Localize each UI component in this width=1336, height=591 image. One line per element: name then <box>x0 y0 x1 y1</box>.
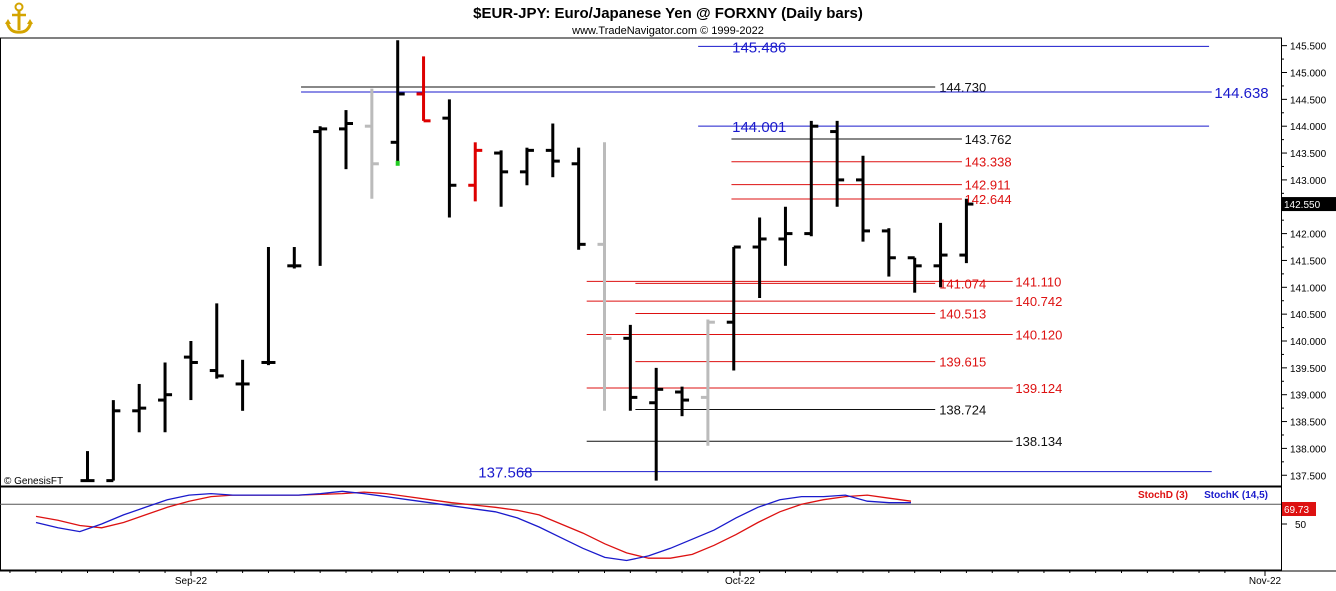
ohlc-bar <box>364 88 379 199</box>
ohlc-bar <box>881 228 896 277</box>
ohlc-bar <box>778 206 793 266</box>
stoch-y-label: 50 <box>1295 520 1307 531</box>
level-label: 137.568 <box>478 465 532 482</box>
ohlc-bar <box>339 110 353 170</box>
ohlc-bar <box>209 303 224 379</box>
ohlc-bar <box>726 245 741 371</box>
stoch-panel-frame <box>0 486 1282 571</box>
last-price-box <box>1282 197 1336 212</box>
signal-marker <box>395 160 400 166</box>
ohlc-bar <box>752 217 767 299</box>
ohlc-bar <box>623 324 638 411</box>
stoch-line <box>35 490 911 562</box>
ohlc-bar <box>675 386 690 417</box>
ohlc-bar <box>700 319 715 446</box>
y-tick-label: 143.500 <box>1290 149 1327 160</box>
ohlc-bar <box>158 362 173 433</box>
y-tick-label: 145.000 <box>1290 69 1327 80</box>
ohlc-bar <box>390 40 405 164</box>
ohlc-bar <box>597 142 612 411</box>
stoch-line <box>35 491 912 559</box>
ohlc-bar <box>287 247 302 269</box>
y-tick-label: 144.500 <box>1290 95 1327 106</box>
ohlc-bar <box>804 120 819 237</box>
ohlc-bar <box>235 359 250 411</box>
level-label: 138.134 <box>1015 434 1062 449</box>
y-tick-label: 139.500 <box>1290 364 1327 375</box>
level-label: 142.911 <box>965 178 1011 193</box>
level-label: 141.110 <box>1015 274 1061 289</box>
ohlc-bar <box>545 123 560 178</box>
watermark: © GenesisFT <box>4 476 63 487</box>
copyright-text: www.TradeNavigator.com © 1999-2022 <box>571 25 764 37</box>
ohlc-bar <box>442 99 457 218</box>
ohlc-bar <box>907 256 922 293</box>
level-label: 140.513 <box>939 306 986 321</box>
level-label: 139.124 <box>1015 381 1062 396</box>
stoch-last-label: 69.73 <box>1284 505 1309 516</box>
level-label: 143.762 <box>965 132 1012 147</box>
level-label: 139.615 <box>939 355 986 370</box>
level-label: 140.120 <box>1015 328 1062 343</box>
x-tick-label: Nov-22 <box>1249 576 1282 587</box>
ohlc-bar <box>132 383 147 433</box>
last-price-label: 142.550 <box>1284 200 1321 211</box>
y-tick-label: 142.000 <box>1290 230 1327 241</box>
y-tick-label: 138.000 <box>1290 444 1327 455</box>
level-label: 144.001 <box>732 119 786 136</box>
price-panel-frame <box>0 37 1282 487</box>
ohlc-bar <box>830 120 845 207</box>
ohlc-bar <box>468 142 483 202</box>
ohlc-bar <box>856 155 870 242</box>
y-tick-label: 139.000 <box>1290 391 1327 402</box>
x-tick-label: Oct-22 <box>725 576 755 587</box>
level-label: 145.486 <box>732 39 786 56</box>
ohlc-bar <box>571 147 586 250</box>
ohlc-bar <box>80 451 95 483</box>
y-tick-label: 137.500 <box>1290 471 1327 482</box>
ohlc-bar <box>494 150 509 207</box>
ohlc-bar <box>183 341 198 401</box>
y-tick-label: 138.500 <box>1290 418 1327 429</box>
y-tick-label: 141.000 <box>1290 283 1327 294</box>
level-label: 142.644 <box>965 192 1012 207</box>
ohlc-bar <box>959 198 974 264</box>
y-tick-label: 145.500 <box>1290 42 1327 53</box>
ohlc-bar <box>933 222 948 288</box>
y-tick-label: 143.000 <box>1290 176 1327 187</box>
anchor-logo-icon <box>5 2 33 34</box>
level-label: 138.724 <box>939 403 986 418</box>
y-tick-label: 140.000 <box>1290 337 1327 348</box>
stoch-k-legend: StochK (14,5) <box>1204 490 1268 501</box>
y-tick-label: 141.500 <box>1290 256 1327 267</box>
y-tick-label: 140.500 <box>1290 310 1327 321</box>
ohlc-bar <box>416 56 431 123</box>
level-label: 144.730 <box>939 80 986 95</box>
ohlc-bar <box>649 367 664 481</box>
y-tick-label: 144.000 <box>1290 122 1327 133</box>
ohlc-bar <box>106 400 121 483</box>
stoch-d-legend: StochD (3) <box>1138 490 1188 501</box>
x-tick-label: Sep-22 <box>175 576 208 587</box>
level-label: 140.742 <box>1015 294 1062 309</box>
level-label: 144.638 <box>1214 85 1268 102</box>
level-label: 141.074 <box>939 276 986 291</box>
ohlc-bar <box>261 247 276 366</box>
stoch-last-box <box>1282 502 1316 517</box>
level-label: 143.338 <box>965 155 1012 170</box>
chart-title: $EUR-JPY: Euro/Japanese Yen @ FORXNY (Da… <box>473 5 863 22</box>
ohlc-bar <box>313 126 328 266</box>
ohlc-bar <box>519 147 534 186</box>
